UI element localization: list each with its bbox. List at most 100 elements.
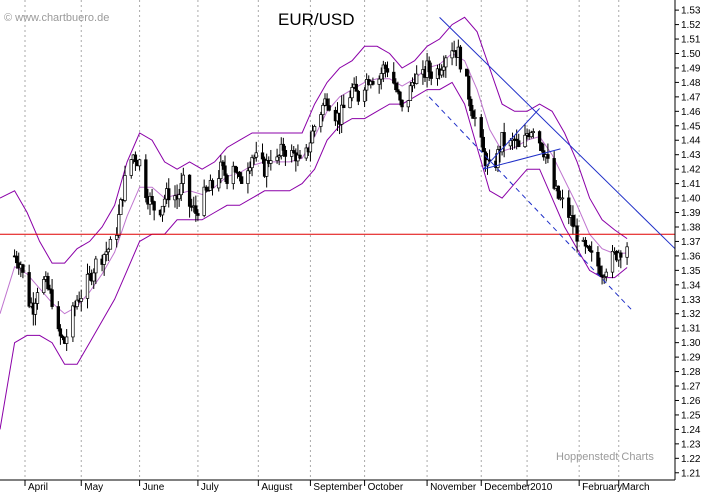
x-tick-label: September [313,482,363,492]
candle-body [60,335,65,338]
candle-body [515,138,519,142]
y-tick-label: 1.53 [681,6,701,17]
bollinger-upper-band [0,16,628,264]
candle-body [400,99,404,108]
candle-body [619,252,623,258]
candle-body [152,201,156,211]
y-tick-label: 1.36 [681,251,701,262]
candle-body [429,71,433,79]
watermark-bottom: Hoppenstedt Charts [556,451,654,463]
candle-body [79,298,83,302]
candle-body [281,143,285,151]
candle-body [277,155,281,158]
candle-body [350,87,354,99]
candle-body [237,171,242,178]
candle-body [167,188,171,201]
candle-body [48,288,52,291]
candle-body [223,165,227,176]
y-tick-label: 1.31 [681,324,701,335]
y-tick-label: 1.52 [681,20,701,31]
x-tick-label: April [28,482,48,492]
candle-body [58,328,63,337]
candle-body [56,306,60,330]
candle-body [325,98,329,106]
candle-body [108,239,113,250]
y-tick-label: 1.50 [681,49,701,60]
candle-body [379,73,383,80]
candle-body [35,292,40,304]
x-tick-label: February [582,482,622,492]
y-tick-label: 1.26 [681,396,701,407]
candle-body [354,83,358,92]
candle-body [600,274,604,278]
grid-layer [24,0,620,480]
candle-body [444,57,448,68]
candle-body [42,279,46,293]
candle-body [210,180,215,189]
candle-body [560,197,565,200]
y-tick-label: 1.46 [681,107,701,118]
y-tick-label: 1.47 [681,92,701,103]
candle-body [65,336,69,344]
candle-body [231,165,235,184]
x-tick-label: May [84,482,103,492]
candle-body [458,46,463,70]
y-tick-label: 1.27 [681,382,701,393]
candle-body [362,89,367,102]
candle-body [392,71,396,84]
candle-body [252,156,256,159]
y-tick-label: 1.44 [681,136,701,147]
y-tick-label: 1.41 [681,179,701,190]
candle-body [292,150,296,154]
candle-body [217,178,221,189]
candle-body [473,117,477,119]
candle-body [246,170,250,184]
candle-body [556,185,560,199]
candle-body [71,305,75,338]
candle-body [283,149,288,157]
candle-body [202,186,206,216]
candle-body [396,89,400,93]
candle-body [502,132,506,147]
y-tick-label: 1.29 [681,353,701,364]
candle-body [383,64,388,69]
candle-body [625,246,629,258]
candle-body [523,134,527,147]
candle-body [119,199,123,215]
y-tick-label: 1.51 [681,35,701,46]
candle-body [590,250,594,253]
y-tick-label: 1.45 [681,121,701,132]
candle-body [546,154,550,159]
candle-body [106,248,110,253]
candle-body [160,205,165,216]
candle-body [517,140,521,147]
candle-body [33,303,38,315]
candle-body [398,91,402,101]
candle-body [219,161,223,179]
x-tick-label: 2010 [530,482,553,492]
x-tick-label: March [622,482,650,492]
y-tick-label: 1.37 [681,237,701,248]
candle-body [467,75,471,100]
candle-body [254,152,258,158]
y-tick-label: 1.42 [681,165,701,176]
candle-body [356,90,360,102]
candle-body [327,105,331,111]
candle-body [104,251,108,255]
candle-body [290,150,294,157]
candle-body [469,98,473,112]
candle-body [269,160,273,164]
x-tick-label: December [484,482,531,492]
y-tick-label: 1.49 [681,63,701,74]
candle-body [552,158,556,189]
candle-body [371,81,375,85]
candle-body [46,276,50,290]
candle-body [312,126,317,132]
candle-body [340,104,344,125]
y-tick-label: 1.28 [681,367,701,378]
y-tick-label: 1.33 [681,295,701,306]
x-tick-label: July [201,482,219,492]
candle-body [144,159,148,198]
candle-body [602,276,606,278]
candle-body [587,245,592,252]
